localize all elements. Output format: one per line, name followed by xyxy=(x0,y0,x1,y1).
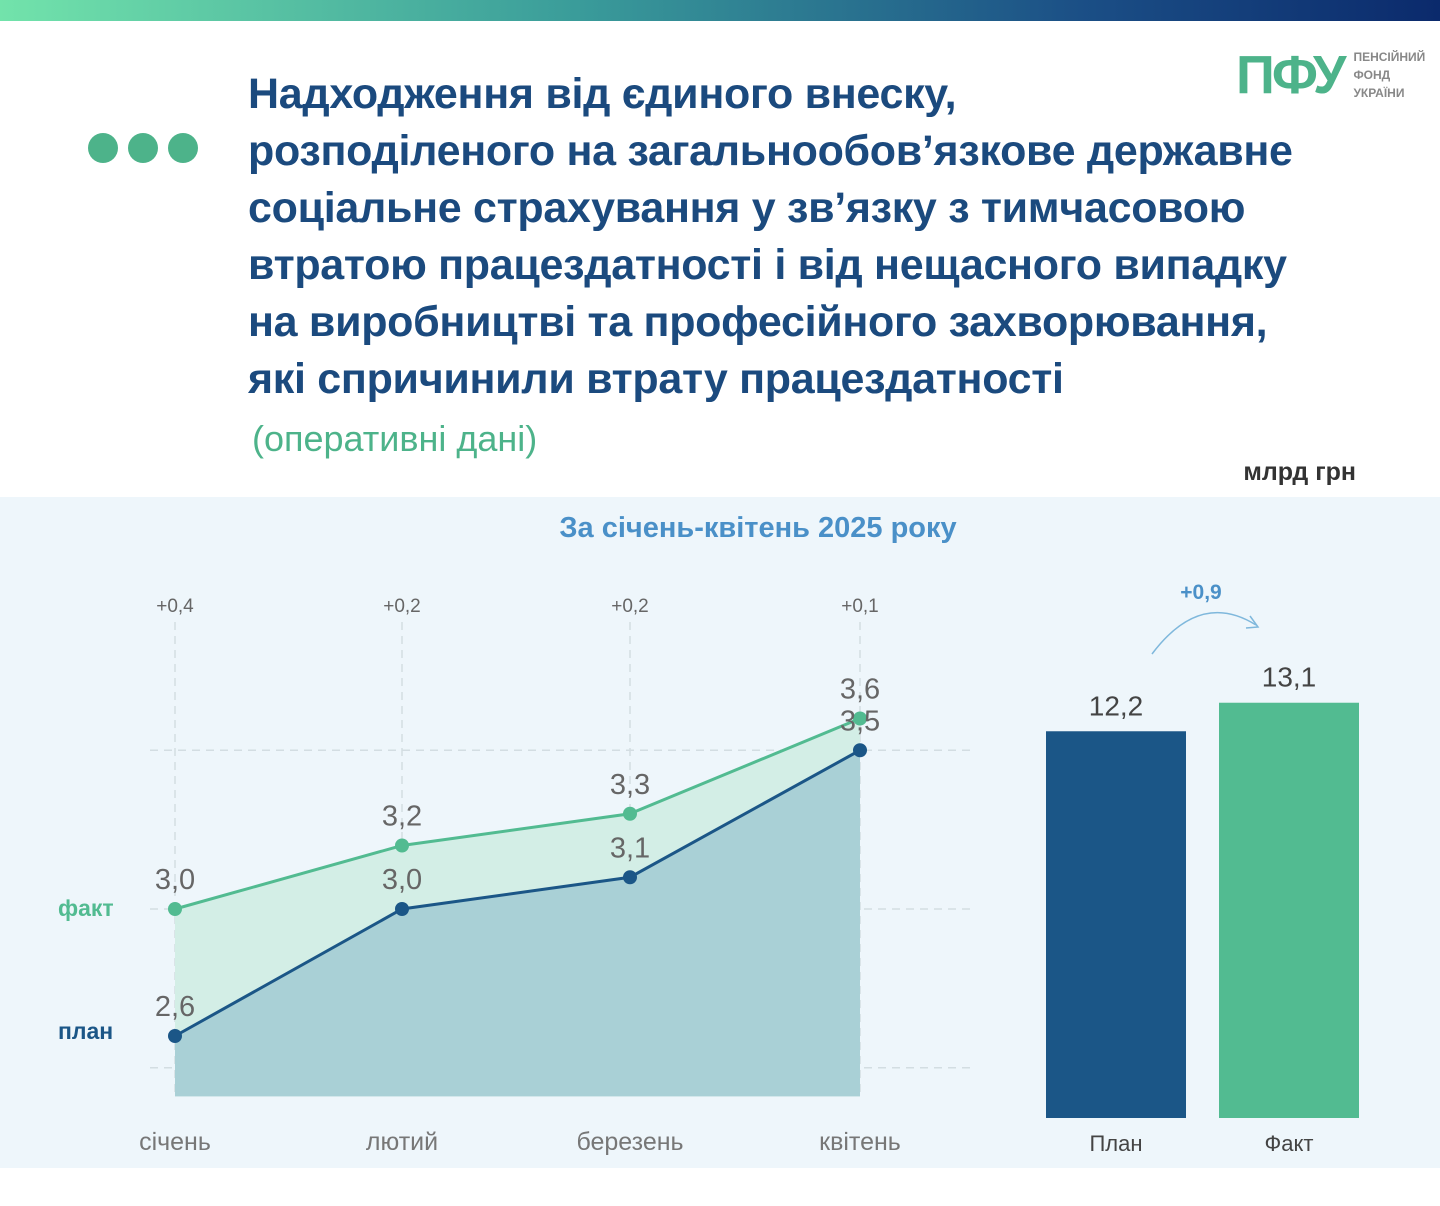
difference-arrow xyxy=(1151,611,1257,655)
decorative-dots xyxy=(88,133,198,163)
x-tick-label: січень xyxy=(139,1128,211,1156)
bar-category-label: План xyxy=(1089,1131,1142,1156)
x-tick-label: квітень xyxy=(819,1128,901,1156)
fact-point xyxy=(168,902,182,916)
fact-value-label: 3,3 xyxy=(610,769,650,801)
title-line: втратою працездатності і від нещасного в… xyxy=(248,241,1287,289)
difference-label: +0,2 xyxy=(611,596,649,617)
bar-fact xyxy=(1219,702,1359,1118)
difference-label: +0,1 xyxy=(841,596,879,617)
legend-plan: план xyxy=(58,1018,113,1044)
bar-difference-label: +0,9 xyxy=(1180,581,1221,604)
plan-value-label: 3,1 xyxy=(610,832,650,864)
fact-line xyxy=(174,717,861,911)
bar-value-label: 13,1 xyxy=(1262,662,1317,693)
x-tick-label: березень xyxy=(576,1128,683,1156)
x-tick-label: лютий xyxy=(366,1128,438,1156)
plan-value-label: 2,6 xyxy=(155,991,195,1023)
plan-point xyxy=(395,902,409,916)
plan-point xyxy=(853,743,867,758)
title-line: які спричинили втрату працездатності xyxy=(248,355,1064,403)
title-line: соціальне страхування у зв’язку з тимчас… xyxy=(248,184,1246,232)
title-line: розподіленого на загальнообов’язкове дер… xyxy=(248,127,1293,175)
plan-area xyxy=(175,750,860,1097)
unit-label: млрд грн xyxy=(1243,458,1356,486)
bar-category-label: Факт xyxy=(1265,1131,1314,1156)
plan-value-label: 3,0 xyxy=(382,864,422,896)
plan-value-label: 3,5 xyxy=(840,705,880,737)
logo-text: ПЕНСІЙНИЙ ФОНД УКРАЇНИ xyxy=(1353,50,1426,100)
difference-label: +0,2 xyxy=(383,596,421,617)
subtitle: (оперативні дані) xyxy=(252,418,538,459)
bar-value-label: 12,2 xyxy=(1089,690,1144,721)
logo-mark: ПФУ xyxy=(1236,45,1346,105)
pfu-logo: ПФУ ПЕНСІЙНИЙ ФОНД УКРАЇНИ xyxy=(1236,48,1425,102)
chart-title: За січень-квітень 2025 року xyxy=(559,512,957,544)
fact-value-label: 3,6 xyxy=(840,674,880,706)
fact-point xyxy=(623,806,637,821)
difference-label: +0,4 xyxy=(156,596,194,617)
arrow-head-icon xyxy=(1245,615,1260,629)
plan-point xyxy=(168,1029,182,1043)
top-gradient-bar xyxy=(0,0,1440,21)
fact-value-label: 3,0 xyxy=(155,864,195,896)
page-title: Надходження від єдиного внеску, розподіле… xyxy=(248,66,1348,408)
fact-point xyxy=(395,838,409,853)
legend-fact: факт xyxy=(58,895,114,921)
plan-line xyxy=(174,748,861,1038)
fact-value-label: 3,2 xyxy=(382,801,422,833)
title-line: Надходження від єдиного внеску, xyxy=(248,70,957,118)
title-line: на виробництві та професійного захворюва… xyxy=(248,298,1268,346)
plan-point xyxy=(623,870,637,885)
fact-point xyxy=(853,711,867,726)
bar-plan xyxy=(1046,731,1186,1118)
